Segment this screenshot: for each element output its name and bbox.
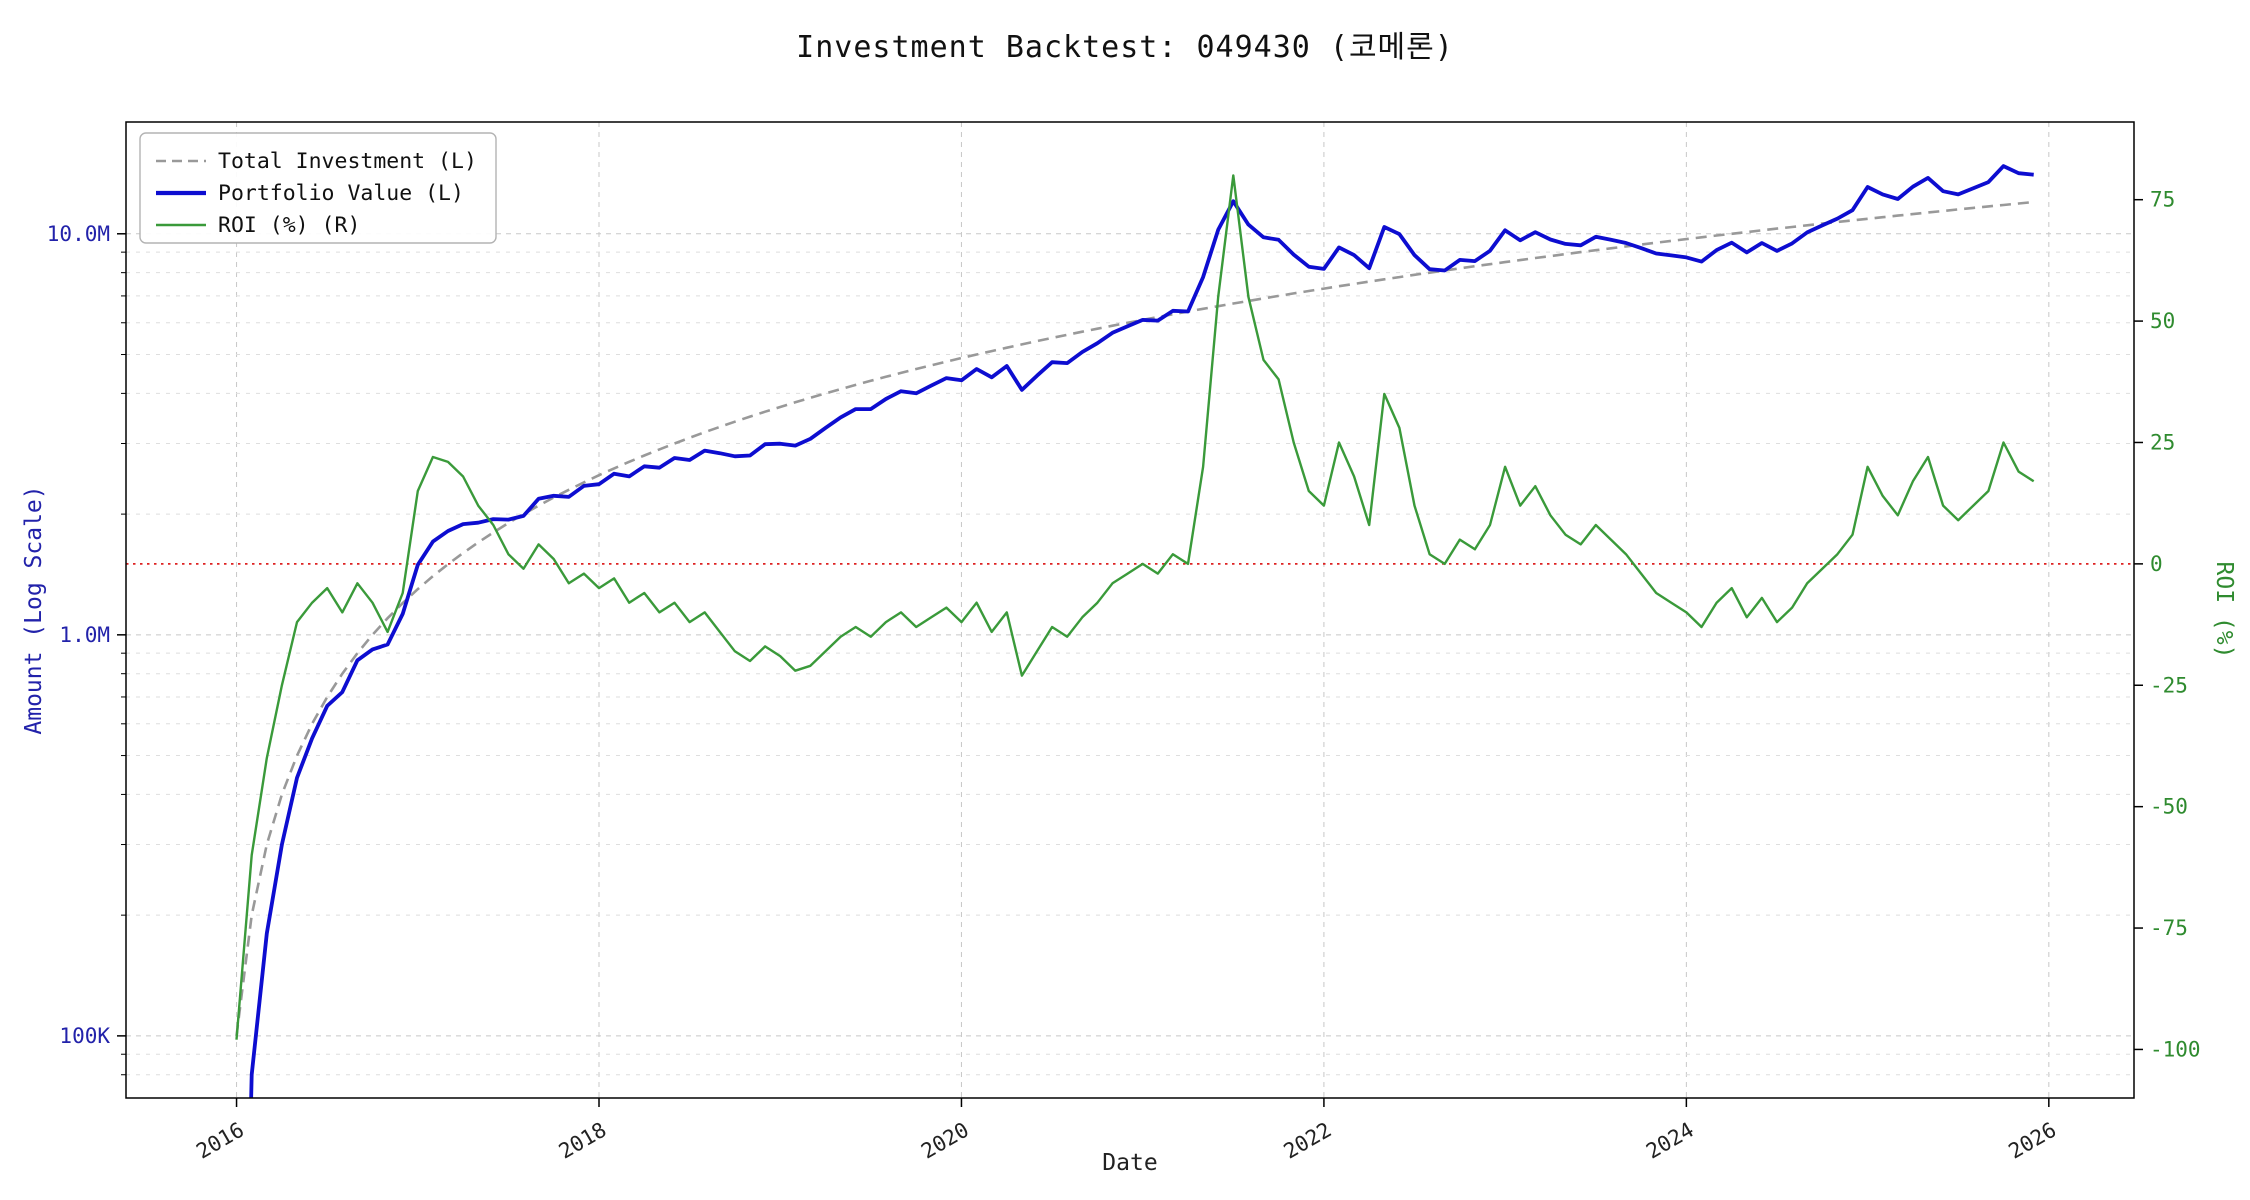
right-tick-label: -75 (2150, 916, 2188, 940)
right-tick-label: -25 (2150, 673, 2188, 697)
right-axis-ticks: -100 -75 -50 -25 0 25 50 75 (2134, 188, 2201, 1061)
x-tick-label: 2020 (917, 1118, 973, 1164)
x-tick-label: 2024 (1642, 1118, 1698, 1164)
left-tick-label: 10.0M (47, 222, 110, 246)
left-axis-ticks: 100K 1.0M 10.0M (47, 222, 126, 1076)
left-tick-label: 1.0M (59, 623, 110, 647)
right-tick-label: 25 (2150, 430, 2175, 454)
x-tick-label: 2016 (192, 1118, 248, 1164)
right-tick-label: 75 (2150, 188, 2175, 212)
x-axis-label: Date (1102, 1150, 1158, 1176)
grid (126, 122, 2134, 1098)
legend: Total Investment (L) Portfolio Value (L) R… (139, 132, 497, 244)
legend-label: Portfolio Value (L) (218, 181, 464, 206)
right-tick-label: -100 (2150, 1037, 2201, 1061)
x-tick-label: 2018 (555, 1118, 611, 1164)
right-tick-label: 50 (2150, 309, 2175, 333)
series-group (126, 164, 2134, 1098)
x-axis-ticks: 2016 2018 2020 2022 2024 2026 (192, 1098, 2060, 1164)
right-tick-label: -50 (2150, 795, 2188, 819)
series-roi (235, 174, 2035, 1040)
left-tick-label: 100K (59, 1024, 110, 1048)
right-tick-label: 0 (2150, 552, 2163, 576)
series-portfolio-value (249, 164, 2034, 1098)
x-tick-label: 2026 (2005, 1118, 2061, 1164)
series-total-investment (235, 200, 2034, 1037)
legend-label: ROI (%) (R) (218, 213, 360, 238)
chart-title: Investment Backtest: 049430 (코메론) (796, 30, 1454, 65)
legend-label: Total Investment (L) (218, 149, 477, 174)
plot-border (125, 121, 2135, 1099)
x-tick-label: 2022 (1280, 1118, 1336, 1164)
